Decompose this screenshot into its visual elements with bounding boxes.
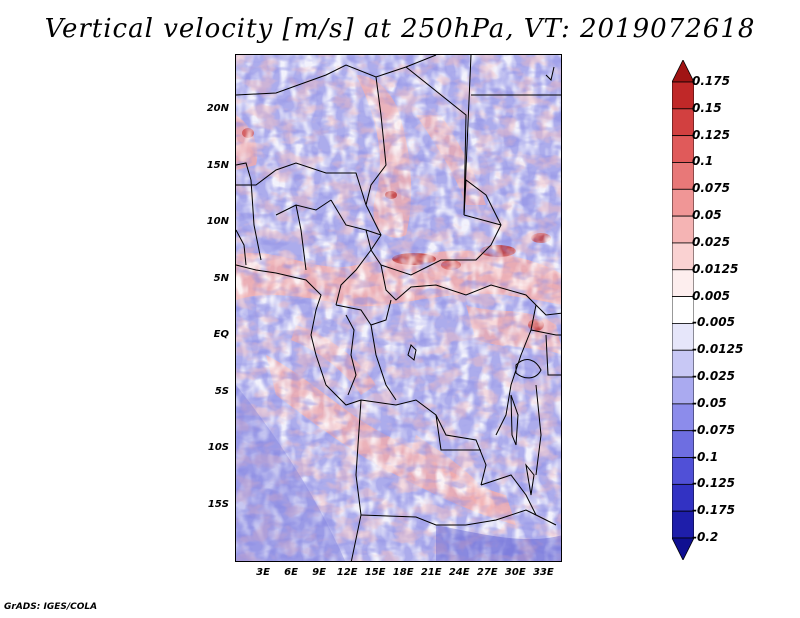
colorbar-swatch xyxy=(672,323,694,351)
colorbar-tick-label: 0.005 xyxy=(692,288,730,303)
colorbar-tick-label: -0.05 xyxy=(692,395,727,410)
colorbar-swatch xyxy=(672,430,694,458)
latitude-tick-label: 20N xyxy=(206,103,229,115)
latitude-tick-label: 10N xyxy=(206,216,229,228)
southeast-blue xyxy=(436,525,561,561)
latitude-tick-label: 15N xyxy=(206,159,229,171)
colorbar-tick-label: 0.1 xyxy=(692,154,714,169)
colorbar-tick-label: 0.125 xyxy=(692,127,730,142)
colorbar-tick-label: 0.05 xyxy=(692,208,722,223)
map-title: Vertical velocity [m/s] at 250hPa, VT: 2… xyxy=(44,14,756,44)
map-panel xyxy=(235,54,562,562)
colorbar-tick-label: 0.15 xyxy=(692,100,722,115)
colorbar-tick-label: 0.175 xyxy=(692,74,730,88)
colorbar-tick-label: -0.125 xyxy=(692,476,735,491)
colorbar-tick-label: 0.0125 xyxy=(692,261,739,276)
shaded-field xyxy=(236,55,561,561)
latitude-tick-label: EQ xyxy=(213,329,229,341)
colorbar xyxy=(672,60,694,560)
colorbar-swatch xyxy=(672,162,694,190)
colorbar-swatch xyxy=(672,349,694,378)
longitude-tick-label: 6E xyxy=(284,567,298,578)
colorbar-swatch xyxy=(672,376,694,405)
colorbar-swatch xyxy=(672,242,694,271)
latitude-tick-label: 5N xyxy=(213,272,229,284)
country-boundaries xyxy=(236,55,561,561)
colorbar-swatch xyxy=(672,81,694,110)
colorbar-swatch xyxy=(672,403,694,432)
southwest-blue xyxy=(236,385,346,561)
longitude-tick-label: 9E xyxy=(312,567,326,578)
colorbar-tick-label: -0.0125 xyxy=(692,342,744,357)
longitude-tick-label: 18E xyxy=(392,567,414,578)
longitude-tick-label: 24E xyxy=(448,567,470,578)
colorbar-tick-label: -0.025 xyxy=(692,369,735,384)
longitude-tick-label: 12E xyxy=(336,567,358,578)
longitude-tick-label: 33E xyxy=(532,567,554,578)
colorbar-top-arrow xyxy=(672,60,694,83)
colorbar-swatch xyxy=(672,296,694,324)
colorbar-tick-label: 0.075 xyxy=(692,181,730,196)
colorbar-swatch xyxy=(672,108,694,137)
latitude-tick-label: 10S xyxy=(207,442,229,454)
colorbar-tick-label: -0.075 xyxy=(692,422,735,437)
colorbar-swatch xyxy=(672,457,694,485)
longitude-tick-label: 15E xyxy=(364,567,386,578)
colorbar-tick-label: -0.1 xyxy=(692,449,719,464)
colorbar-swatch xyxy=(672,215,694,244)
vertical-velocity-field xyxy=(236,55,561,561)
colorbar-swatch xyxy=(672,269,694,297)
colorbar-tick-label: -0.175 xyxy=(692,503,735,518)
latitude-tick-label: 5S xyxy=(214,385,229,397)
longitude-tick-label: 3E xyxy=(256,567,270,578)
colorbar-swatch xyxy=(672,188,694,217)
colorbar-swatch xyxy=(672,510,694,539)
latitude-tick-label: 15S xyxy=(207,498,229,510)
colorbar-swatch xyxy=(672,483,694,512)
colorbar-bottom-arrow xyxy=(672,537,694,560)
footer-credit: GrADS: IGES/COLA xyxy=(4,602,98,612)
colorbar-swatch xyxy=(672,135,694,163)
colorbar-tick-label: 0.025 xyxy=(692,234,730,249)
colorbar-tick-label: -0.2 xyxy=(692,530,719,544)
longitude-tick-label: 27E xyxy=(476,567,498,578)
colorbar-tick-label: -0.005 xyxy=(692,315,735,330)
longitude-tick-label: 21E xyxy=(420,567,442,578)
longitude-tick-label: 30E xyxy=(504,567,526,578)
